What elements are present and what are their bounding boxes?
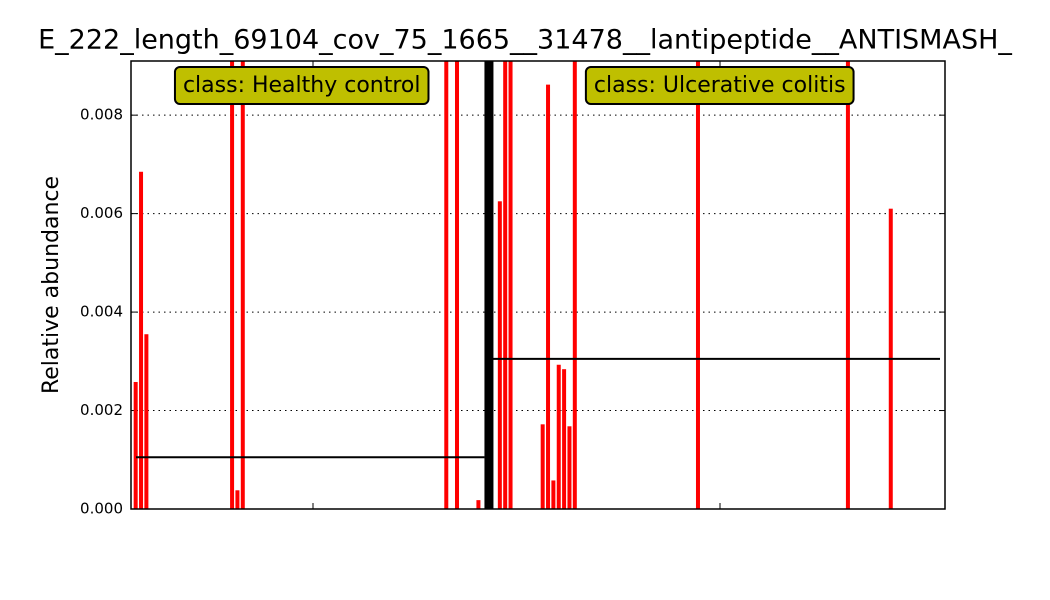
bar	[139, 171, 144, 509]
bar	[540, 424, 545, 509]
overlay	[136, 61, 940, 509]
bar	[144, 334, 149, 509]
bar	[508, 61, 513, 509]
bar	[695, 61, 700, 509]
legend-box	[584, 66, 855, 105]
bar	[556, 364, 561, 509]
bar	[133, 381, 138, 509]
y-tick-label: 0.004	[80, 303, 123, 321]
bar	[497, 201, 502, 509]
bar	[476, 500, 481, 509]
y-tick-label: 0.006	[80, 204, 123, 222]
bar	[551, 480, 556, 509]
bar	[572, 61, 577, 509]
y-tick-label: 0.002	[80, 401, 123, 419]
y-axis-label: Relative abundance	[39, 176, 64, 394]
x-ticks	[312, 61, 721, 509]
y-tick-label: 0.008	[80, 106, 123, 124]
legend-label: class: Healthy control	[183, 73, 421, 98]
legend-label: class: Ulcerative colitis	[594, 73, 846, 98]
y-tick-label: 0.000	[80, 500, 123, 518]
bar	[235, 490, 240, 509]
bar	[562, 369, 567, 509]
bar	[546, 84, 551, 509]
bar	[230, 61, 235, 509]
bar	[444, 61, 449, 509]
legend-box	[173, 66, 430, 105]
bar	[503, 61, 508, 509]
chart-title: E_222_length_69104_cov_75_1665__31478__l…	[38, 25, 1012, 56]
labels: 0.000 0.002 0.004 0.006 0.008 class: Healthy …	[80, 66, 855, 518]
grid	[131, 114, 945, 510]
bars	[133, 61, 893, 509]
bar	[845, 61, 850, 509]
class-separator	[484, 61, 494, 509]
bar	[567, 426, 572, 509]
bar	[454, 61, 459, 509]
plot-frame	[130, 60, 946, 510]
bar	[240, 61, 245, 509]
